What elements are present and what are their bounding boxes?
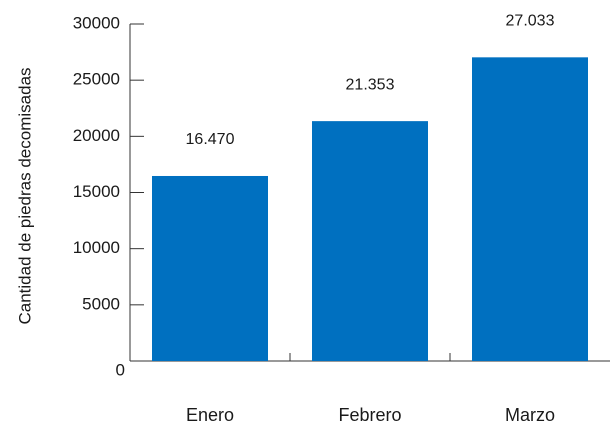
y-tick-label: 20000: [73, 126, 120, 145]
y-tick-label: 30000: [73, 13, 120, 32]
y-axis: 0 5000 10000 15000 20000 25000 30000: [73, 13, 144, 379]
data-label-febrero: 21.353: [346, 76, 395, 93]
category-label-enero: Enero: [186, 405, 234, 425]
y-tick-label: 10000: [73, 238, 120, 257]
category-labels: Enero Febrero Marzo: [186, 405, 555, 425]
category-label-marzo: Marzo: [505, 405, 555, 425]
y-axis-title: Cantidad de piedras decomisadas: [15, 67, 34, 324]
y-tick-label: 25000: [73, 70, 120, 89]
data-labels: 16.470 21.353 27.033: [186, 13, 555, 149]
bar-enero: [152, 175, 268, 361]
y-tick-label: 0: [116, 360, 125, 379]
y-tick-label: 15000: [73, 182, 120, 201]
bars: [152, 57, 588, 362]
data-label-enero: 16.470: [186, 131, 235, 148]
data-label-marzo: 27.033: [506, 13, 555, 30]
bar-febrero: [312, 121, 428, 361]
y-tick-label: 5000: [82, 294, 120, 313]
category-label-febrero: Febrero: [338, 405, 401, 425]
bar-marzo: [472, 57, 588, 362]
